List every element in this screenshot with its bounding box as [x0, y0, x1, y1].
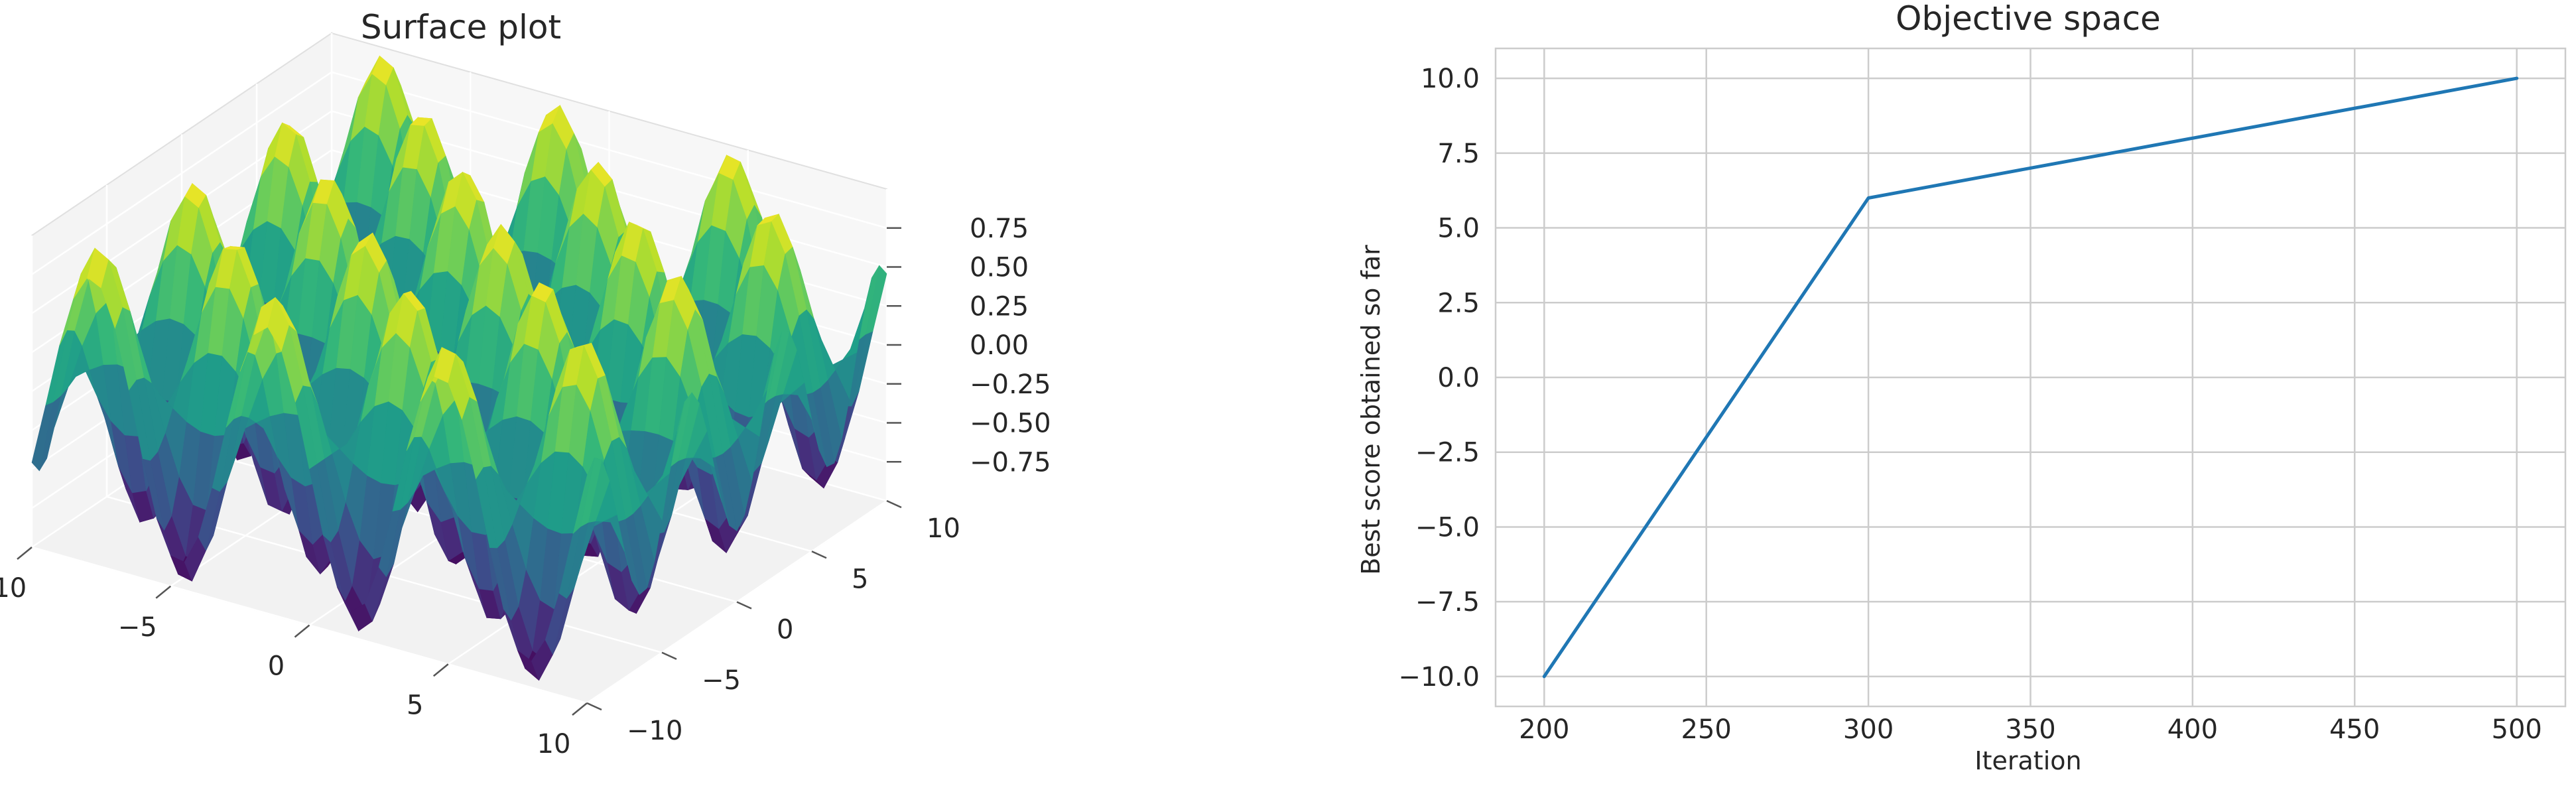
surface-plot-title: Surface plot [361, 8, 561, 46]
line-chart-frame [1494, 47, 2567, 708]
series-line [1542, 76, 2519, 679]
surface-x-tick-label: −5 [118, 612, 157, 643]
line-chart-y-tick-label: −7.5 [1415, 587, 1480, 618]
line-chart-series [1542, 76, 2519, 679]
surface-tick-mark [736, 601, 752, 610]
surface-y-tick-label: 10 [927, 513, 960, 544]
surface-y-tick-label: 0 [777, 615, 793, 645]
line-chart-x-tick-label: 200 [1519, 714, 1569, 745]
line-chart-y-axis-label: Best score obtained so far [1356, 245, 1385, 575]
line-chart-x-tick-label: 400 [2167, 714, 2218, 745]
surface-tick-mark [155, 585, 172, 599]
surface-x-tick-label: −10 [0, 573, 27, 604]
surface-axes-ticks: −10 −5 0 5 10 −10 −5 0 5 10 −0.75 −0.50 −0.25 0.00 0.2… [0, 214, 1051, 759]
line-chart-x-tick-label: 300 [1843, 714, 1894, 745]
surface-patch [572, 457, 595, 535]
line-chart-y-tick-label: −2.5 [1415, 438, 1480, 468]
line-chart-y-tick-label: −10.0 [1398, 662, 1480, 692]
surface-gridline [331, 71, 887, 229]
surface-gridline [31, 71, 332, 275]
surface-tick-mark [572, 702, 588, 716]
line-chart-y-tick-label: 2.5 [1437, 288, 1480, 318]
line-chart-y-tick-label: 5.0 [1437, 214, 1480, 244]
series-point [2516, 78, 2518, 79]
surface-tick-mark [886, 499, 902, 509]
surface-z-tick-label: −0.75 [970, 447, 1051, 478]
line-chart-y-tick-label: 0.0 [1437, 363, 1480, 393]
line-chart-x-tick-label: 450 [2329, 714, 2380, 745]
line-chart-ticks: 200 250 300 350 400 450 500 −10.0 −7.5 −5.0 −2.5 0.… [1398, 64, 2542, 745]
surface-z-tick-label: −0.25 [970, 369, 1051, 400]
surface-tick-mark [432, 663, 449, 677]
line-chart-x-tick-label: 350 [2005, 714, 2055, 745]
surface-z-tick-label: −0.50 [970, 409, 1051, 439]
line-chart-y-tick-label: 7.5 [1437, 139, 1480, 169]
surface-tick-mark [586, 702, 602, 711]
line-chart-y-tick-label: −5.0 [1415, 512, 1480, 543]
surface-y-tick-label: −10 [627, 716, 682, 746]
surface-x-tick-label: 10 [537, 729, 571, 759]
surface-x-tick-label: 0 [268, 651, 285, 682]
surface-tick-mark [811, 551, 827, 559]
surface-z-tick-label: 0.50 [970, 253, 1029, 283]
line-chart-x-tick-label: 500 [2492, 714, 2542, 745]
line-chart-grid [1494, 47, 2567, 708]
line-chart-x-tick-label: 250 [1681, 714, 1732, 745]
objective-line-chart-panel: Objective space 200 250 300 350 400 450 500 −10… [1356, 0, 2567, 775]
surface-plot-panel: Surface plot −10 −5 0 5 10 −10 −5 0 5 10 −0.75 −0.5… [0, 8, 1051, 759]
line-chart-x-axis-label: Iteration [1974, 746, 2081, 775]
surface-z-tick-label: 0.25 [970, 291, 1029, 322]
surface-tick-mark [17, 547, 32, 560]
series-point [1543, 676, 1545, 677]
line-chart-y-tick-label: 10.0 [1421, 64, 1480, 94]
surface-z-tick-label: 0.00 [970, 330, 1029, 361]
surface-y-tick-label: 5 [852, 564, 868, 594]
series-point [2192, 137, 2193, 139]
surface-mesh [31, 55, 887, 681]
surface-tick-mark [661, 651, 677, 660]
surface-tick-mark [294, 624, 310, 638]
line-chart-title: Objective space [1896, 0, 2161, 38]
surface-z-tick-label: 0.75 [970, 214, 1029, 244]
surface-y-tick-label: −5 [702, 665, 741, 696]
surface-x-tick-label: 5 [407, 690, 423, 720]
